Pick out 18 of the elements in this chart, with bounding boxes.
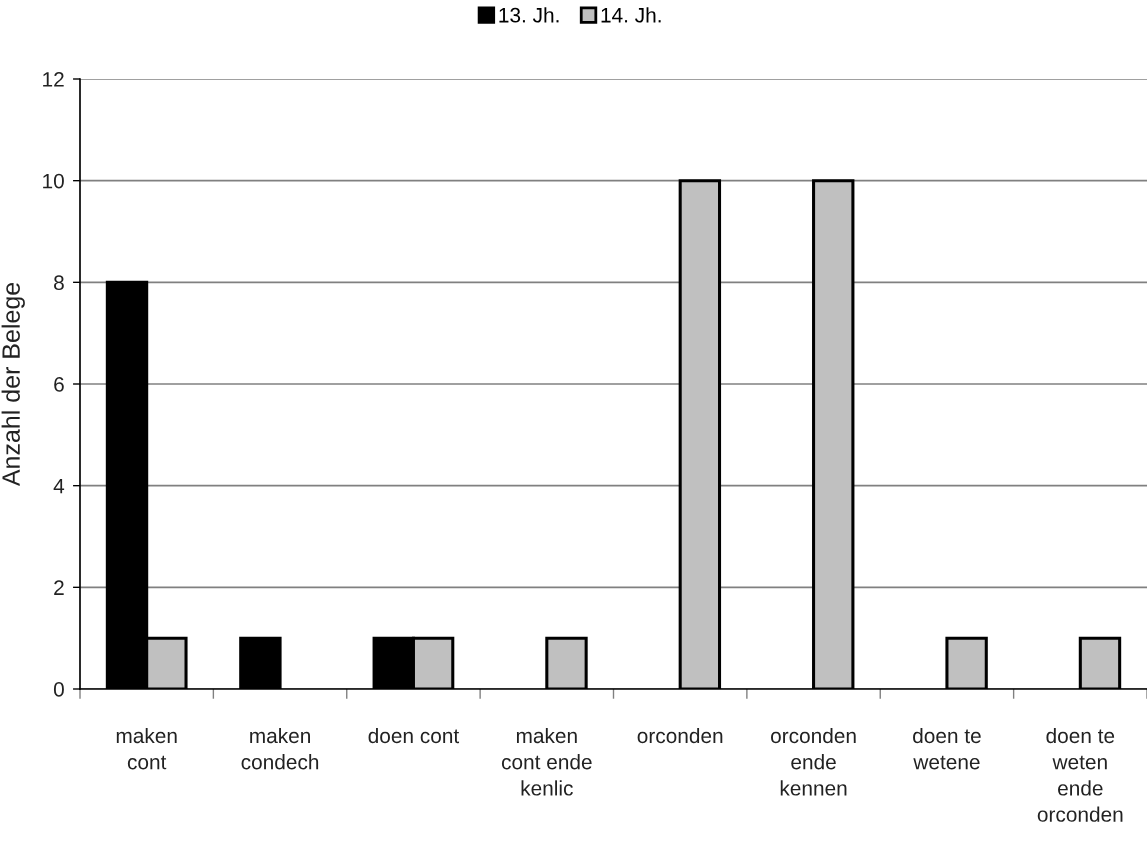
y-tick-label: 4	[53, 478, 65, 494]
x-tick-label: doen te weten ende orconden	[1037, 727, 1123, 822]
y-tick-label: 0	[53, 682, 64, 697]
x-tick-label: orconden ende kennen	[771, 727, 856, 796]
y-tick-label: 6	[54, 377, 64, 392]
x-tick-label: maken condech	[241, 727, 319, 770]
x-tick-label: doen te wetene	[913, 727, 981, 770]
y-tick-label: 8	[54, 275, 64, 291]
x-tick-label: maken cont	[116, 727, 177, 770]
x-tick-label: maken cont ende kenlic	[501, 727, 592, 796]
legend-label: 14. Jh.	[601, 7, 661, 23]
legend-label: 13. Jh.	[499, 7, 559, 23]
y-axis-title: Anzahl der Belege	[1, 282, 25, 487]
y-tick-label: 2	[54, 580, 64, 595]
y-tick-label: 10	[43, 173, 64, 189]
x-tick-label: orconden	[637, 727, 723, 744]
x-tick-label: doen cont	[368, 727, 460, 744]
y-tick-label: 12	[43, 72, 64, 87]
